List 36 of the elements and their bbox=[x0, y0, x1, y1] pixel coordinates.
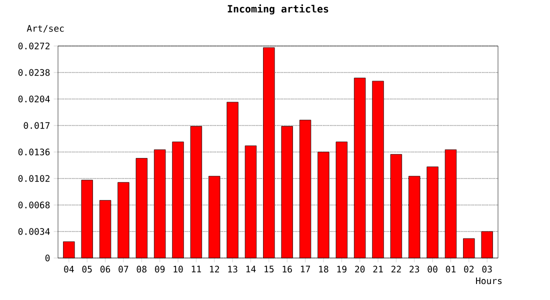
y-tick-label: 0.017 bbox=[24, 122, 50, 129]
y-tick-label: 0.0238 bbox=[18, 69, 50, 76]
y-tick-label: 0.0272 bbox=[18, 42, 50, 50]
x-tick-label: 19 bbox=[337, 266, 346, 273]
x-tick-label: 11 bbox=[192, 266, 201, 272]
x-tick-label: 21 bbox=[373, 266, 383, 272]
x-tick-label: 09 bbox=[155, 266, 165, 273]
y-tick-label: 0.0204 bbox=[18, 96, 50, 102]
y-tick-label: 0.0136 bbox=[18, 148, 50, 156]
x-tick-label: 23 bbox=[410, 266, 420, 273]
x-tick-label: 03 bbox=[482, 266, 492, 273]
x-tick-label: 16 bbox=[282, 266, 292, 273]
x-tick-label: 14 bbox=[246, 266, 256, 272]
x-tick-label: 08 bbox=[136, 266, 146, 273]
y-tick-label: 0 bbox=[45, 254, 50, 262]
x-tick-label: 13 bbox=[228, 266, 238, 273]
y-tick-label: 0.0102 bbox=[18, 175, 50, 182]
y-tick-label: 0.0034 bbox=[18, 228, 50, 235]
x-tick-label: 17 bbox=[300, 266, 310, 272]
x-tick-label: 10 bbox=[174, 266, 183, 273]
x-tick-label: 18 bbox=[319, 266, 328, 273]
x-tick-label: 15 bbox=[264, 266, 274, 272]
y-tick-label: 0.0068 bbox=[18, 202, 50, 208]
x-tick-label: 12 bbox=[210, 266, 220, 272]
x-tick-label: 04 bbox=[64, 266, 74, 273]
x-tick-label: 02 bbox=[464, 266, 474, 273]
y-axis-title: Art/sec bbox=[26, 25, 64, 32]
x-tick-label: 22 bbox=[391, 266, 401, 272]
x-tick-label: 01 bbox=[446, 266, 456, 273]
chart-title: Incoming articles bbox=[228, 4, 328, 14]
x-tick-label: 20 bbox=[355, 266, 365, 273]
x-tick-label: 06 bbox=[100, 266, 110, 273]
x-tick-label: 07 bbox=[118, 266, 128, 273]
x-tick-label: 05 bbox=[82, 266, 92, 273]
x-axis-title: Hours bbox=[476, 278, 502, 284]
x-tick-label: 00 bbox=[428, 266, 438, 273]
